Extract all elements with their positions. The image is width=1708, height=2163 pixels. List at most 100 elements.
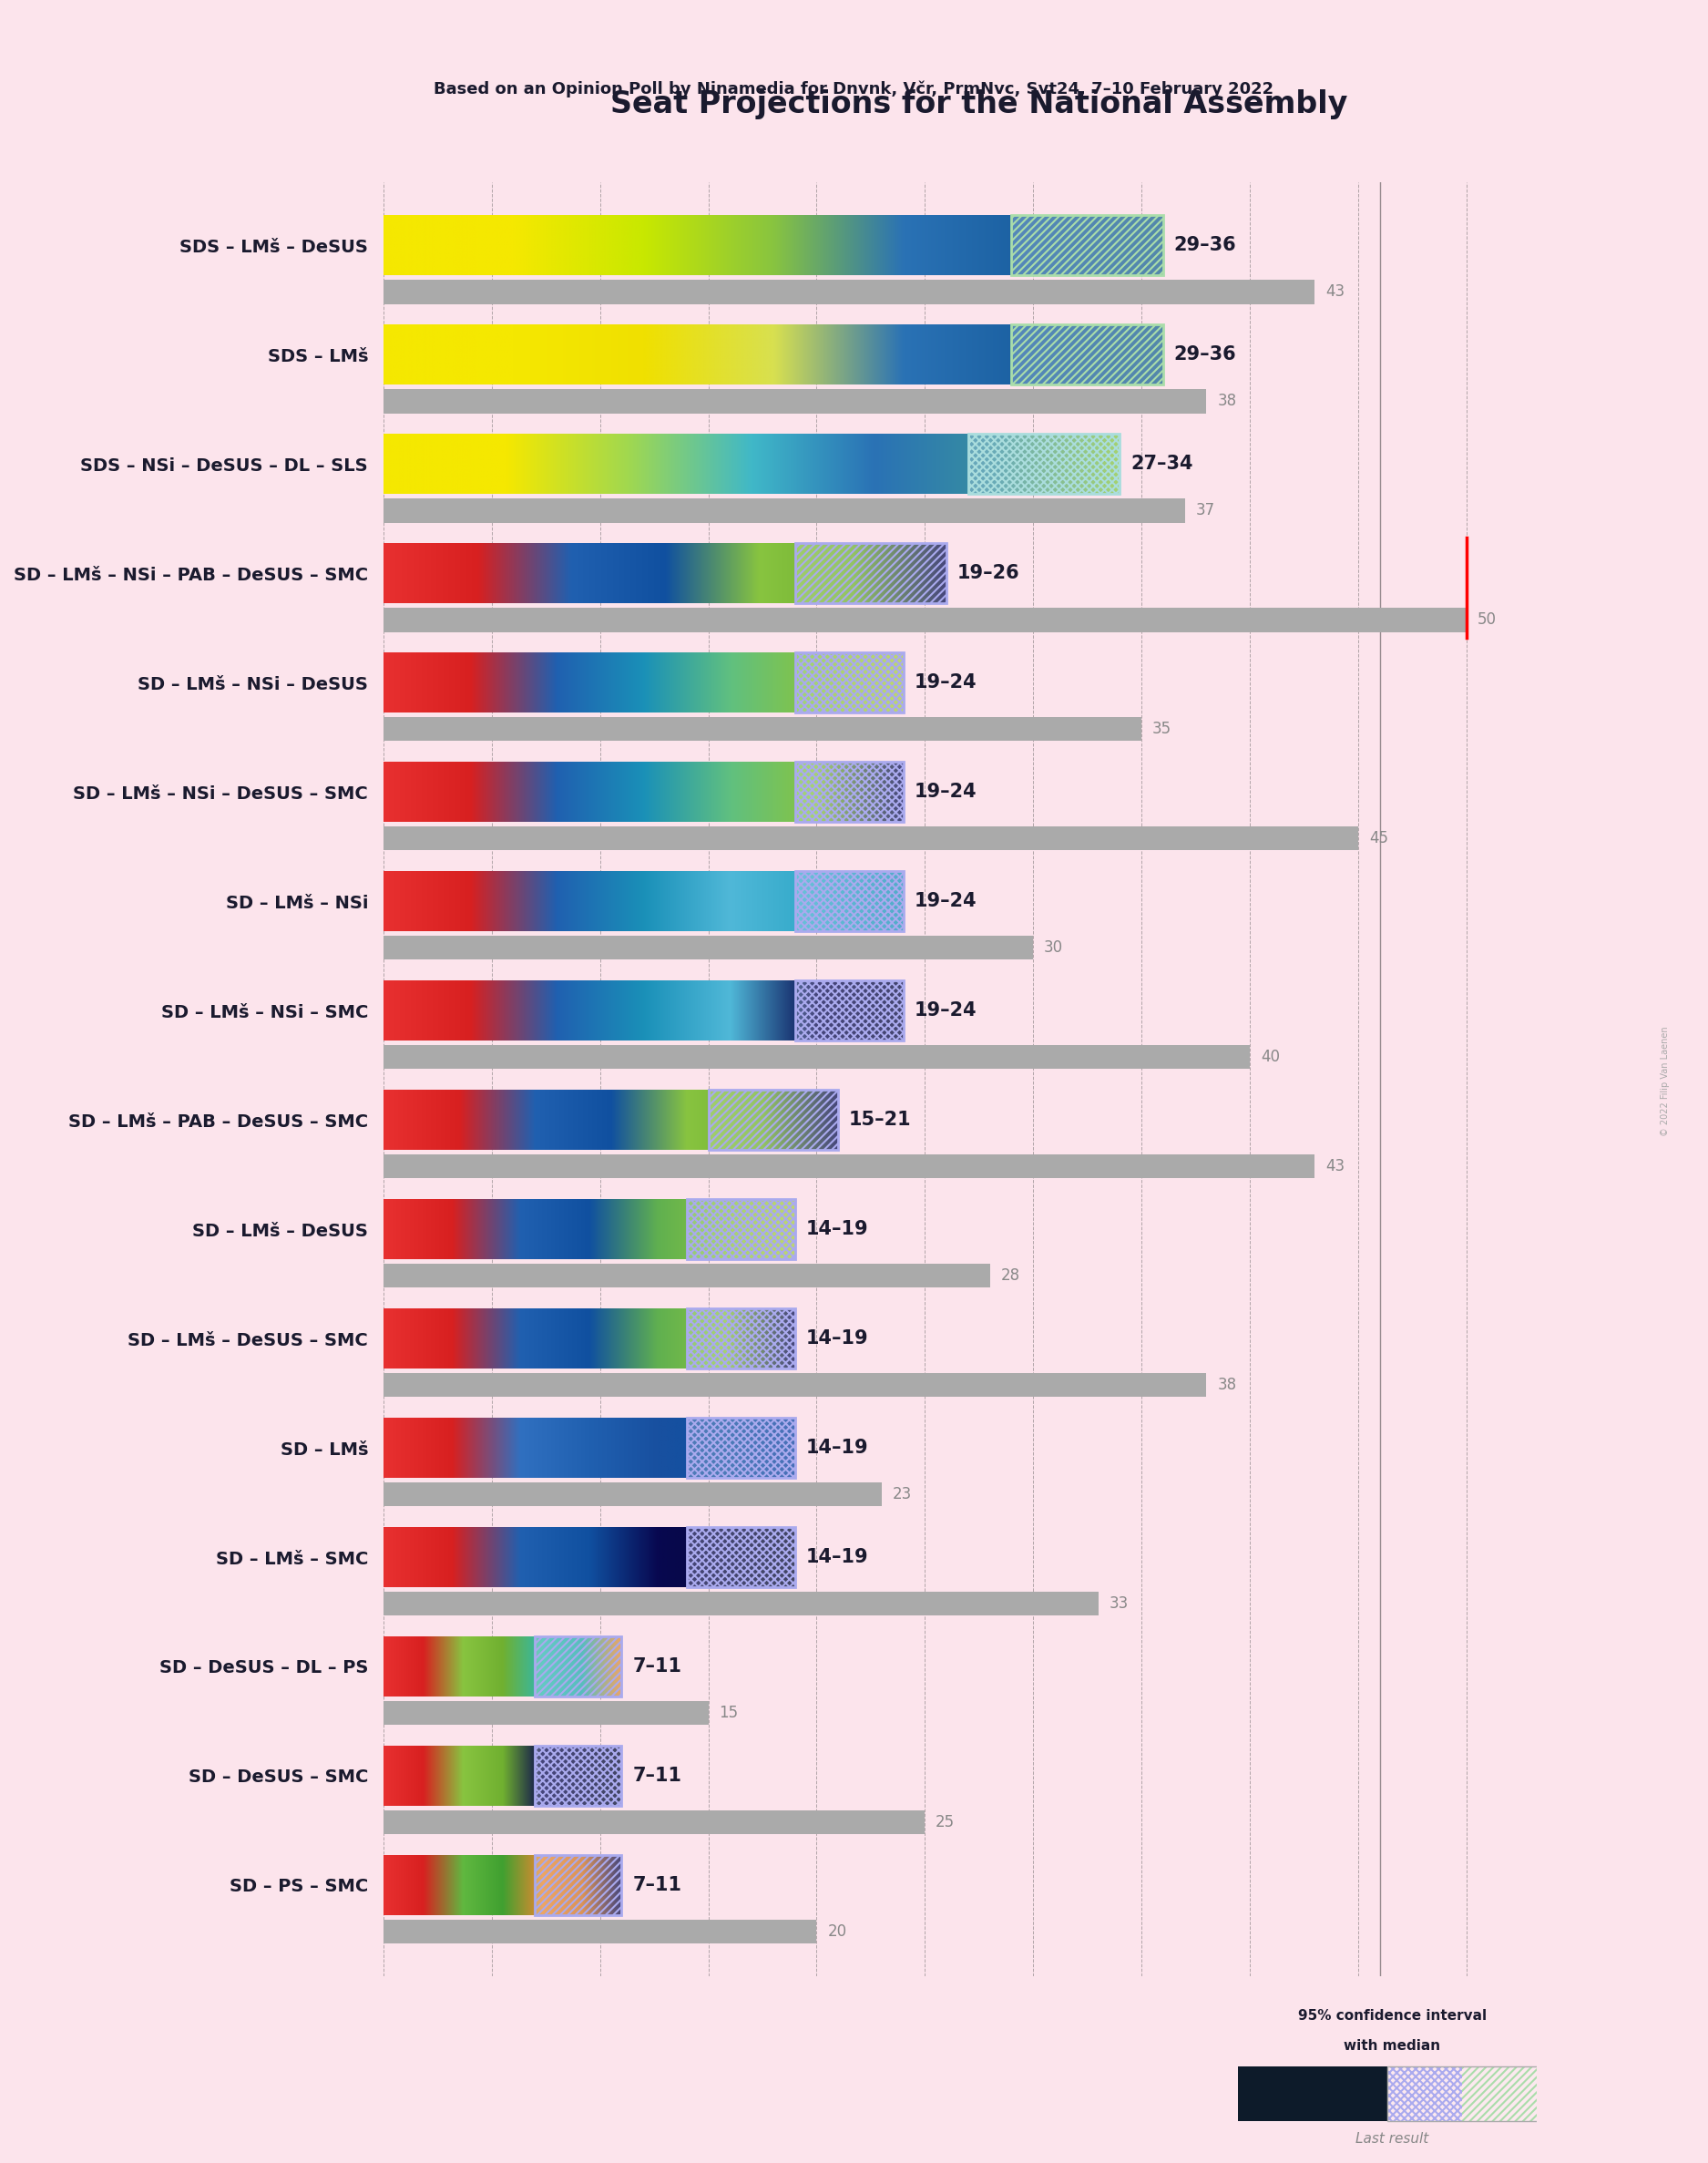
Bar xyxy=(1011,216,1163,275)
Bar xyxy=(794,872,904,932)
Bar xyxy=(968,435,1120,493)
Text: © 2022 Filip Van Laenen: © 2022 Filip Van Laenen xyxy=(1660,1027,1670,1136)
Bar xyxy=(794,761,904,822)
Bar xyxy=(383,826,1358,850)
Bar xyxy=(794,872,904,932)
Text: 37: 37 xyxy=(1196,502,1214,519)
Bar xyxy=(1011,324,1163,385)
Bar xyxy=(794,653,904,714)
Bar xyxy=(535,1746,622,1806)
Bar xyxy=(535,1856,622,1914)
Bar xyxy=(383,497,1185,523)
Text: 25: 25 xyxy=(936,1815,955,1830)
Bar xyxy=(687,1198,794,1259)
Bar xyxy=(794,543,946,603)
Bar xyxy=(794,980,904,1040)
Bar xyxy=(794,761,904,822)
Bar xyxy=(687,1198,794,1259)
Bar xyxy=(535,1637,622,1696)
Bar xyxy=(687,1417,794,1477)
Bar xyxy=(383,608,1467,632)
Bar xyxy=(687,1527,794,1588)
Bar xyxy=(794,872,904,932)
Text: 29–36: 29–36 xyxy=(1173,236,1237,255)
Text: 40: 40 xyxy=(1261,1049,1279,1064)
Text: 29–36: 29–36 xyxy=(1173,346,1237,363)
Bar xyxy=(535,1856,622,1914)
Bar xyxy=(687,1527,794,1588)
Bar xyxy=(535,1746,622,1806)
Text: 43: 43 xyxy=(1325,283,1344,301)
Bar xyxy=(1462,2066,1537,2122)
Text: 38: 38 xyxy=(1218,394,1237,409)
Text: 15: 15 xyxy=(719,1704,738,1722)
Bar xyxy=(794,653,904,714)
Bar xyxy=(1011,324,1163,385)
Text: 19–24: 19–24 xyxy=(914,783,977,800)
Title: Seat Projections for the National Assembly: Seat Projections for the National Assemb… xyxy=(610,89,1348,119)
Text: 38: 38 xyxy=(1218,1378,1237,1393)
Bar xyxy=(1011,216,1163,275)
Bar xyxy=(709,1090,839,1151)
Bar xyxy=(794,543,946,603)
Bar xyxy=(383,1592,1098,1616)
Bar xyxy=(383,1810,926,1834)
Text: 7–11: 7–11 xyxy=(632,1767,681,1784)
Bar xyxy=(687,1417,794,1477)
Text: 33: 33 xyxy=(1108,1596,1129,1611)
Bar xyxy=(687,1309,794,1369)
Bar xyxy=(709,1090,839,1151)
Text: 15–21: 15–21 xyxy=(849,1112,912,1129)
Text: 43: 43 xyxy=(1325,1157,1344,1175)
Bar xyxy=(1238,2066,1387,2122)
Text: Based on an Opinion Poll by Ninamedia for Dnvnk, Včr, PrmNvc, Svt24, 7–10 Februa: Based on an Opinion Poll by Ninamedia fo… xyxy=(434,80,1274,97)
Bar xyxy=(383,389,1206,413)
Bar xyxy=(535,1637,622,1696)
Bar xyxy=(1387,2066,1537,2122)
Text: 30: 30 xyxy=(1044,939,1064,956)
Text: 95% confidence interval: 95% confidence interval xyxy=(1298,2009,1486,2022)
Text: with median: with median xyxy=(1344,2040,1440,2053)
Bar xyxy=(535,1856,622,1914)
Text: 14–19: 14–19 xyxy=(806,1330,868,1348)
Text: 45: 45 xyxy=(1370,831,1389,846)
Bar xyxy=(383,1374,1206,1397)
Bar xyxy=(383,937,1033,960)
Bar xyxy=(968,435,1120,493)
Bar xyxy=(383,1263,991,1287)
Bar xyxy=(1387,2066,1462,2122)
Text: 14–19: 14–19 xyxy=(806,1438,868,1458)
Text: 7–11: 7–11 xyxy=(632,1875,681,1895)
Bar xyxy=(794,653,904,714)
Bar xyxy=(383,1155,1315,1179)
Text: 19–24: 19–24 xyxy=(914,891,977,911)
Bar xyxy=(687,1198,794,1259)
Text: Last result: Last result xyxy=(1356,2133,1428,2146)
Text: 20: 20 xyxy=(827,1923,847,1940)
Bar xyxy=(1011,216,1163,275)
Text: 19–24: 19–24 xyxy=(914,1001,977,1019)
Bar xyxy=(968,435,1120,493)
Bar xyxy=(794,543,946,603)
Bar xyxy=(1387,2066,1537,2122)
Bar xyxy=(383,1700,709,1724)
Bar xyxy=(383,279,1315,305)
Bar xyxy=(687,1527,794,1588)
Bar xyxy=(383,1919,816,1945)
Bar xyxy=(794,761,904,822)
Text: 28: 28 xyxy=(1001,1268,1020,1285)
Bar xyxy=(535,1637,622,1696)
Bar xyxy=(709,1090,839,1151)
Text: 14–19: 14–19 xyxy=(806,1549,868,1566)
Text: 50: 50 xyxy=(1477,612,1496,627)
Text: 23: 23 xyxy=(892,1486,912,1503)
Text: 14–19: 14–19 xyxy=(806,1220,868,1239)
Text: 35: 35 xyxy=(1153,720,1172,738)
Bar xyxy=(383,1482,881,1505)
Bar xyxy=(535,1746,622,1806)
Bar xyxy=(383,718,1141,742)
Text: 7–11: 7–11 xyxy=(632,1657,681,1676)
Bar xyxy=(383,1045,1250,1069)
Bar xyxy=(794,980,904,1040)
Bar xyxy=(794,980,904,1040)
